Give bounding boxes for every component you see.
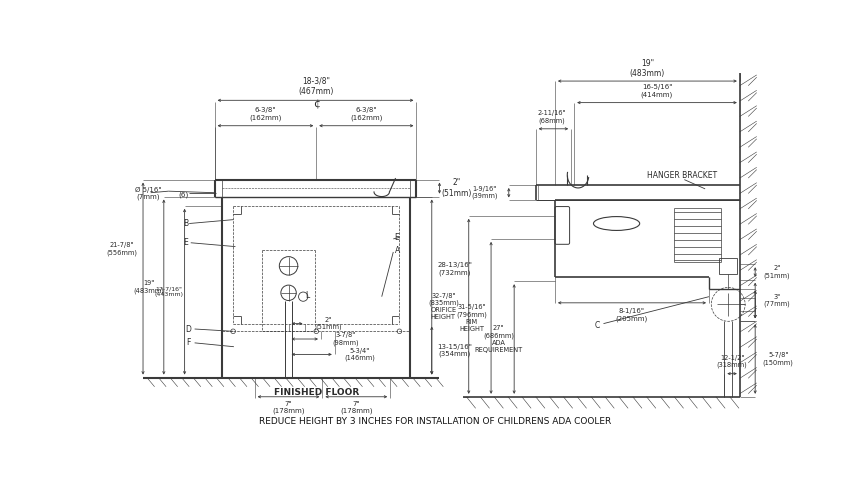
Text: HANGER BRACKET: HANGER BRACKET <box>648 170 717 180</box>
Text: 21-7/8"
(556mm): 21-7/8" (556mm) <box>107 242 138 256</box>
Text: 17-7/16"
(443mm): 17-7/16" (443mm) <box>155 286 184 297</box>
Text: 19"
(483mm): 19" (483mm) <box>630 59 665 78</box>
Text: L: L <box>305 291 309 299</box>
Text: 12-1/2"
(318mm): 12-1/2" (318mm) <box>717 355 747 368</box>
Text: Ø 5/16"
(7mm): Ø 5/16" (7mm) <box>135 186 162 200</box>
Text: 13-15/16"
(354mm): 13-15/16" (354mm) <box>438 344 473 357</box>
Bar <box>719 258 738 273</box>
Text: 5-7/8"
(150mm): 5-7/8" (150mm) <box>762 352 794 366</box>
Text: FINISHED FLOOR: FINISHED FLOOR <box>274 388 359 398</box>
Text: E: E <box>183 238 188 247</box>
Text: ¢: ¢ <box>313 99 320 109</box>
Text: A: A <box>394 246 400 255</box>
Text: 2-11/16"
(68mm): 2-11/16" (68mm) <box>537 111 566 124</box>
Text: E: E <box>394 233 400 242</box>
Text: 7"
(178mm): 7" (178mm) <box>272 401 305 414</box>
Text: 5-3/4"
(146mm): 5-3/4" (146mm) <box>344 348 375 361</box>
Text: D: D <box>185 325 191 333</box>
Text: 1-9/16"
(39mm): 1-9/16" (39mm) <box>471 186 497 199</box>
Text: 6-3/8"
(162mm): 6-3/8" (162mm) <box>350 107 382 121</box>
Text: 31-5/16"
(796mm)
RIM
HEIGHT: 31-5/16" (796mm) RIM HEIGHT <box>456 304 487 332</box>
Text: 32-7/8"
(835mm)
ORIFICE
HEIGHT: 32-7/8" (835mm) ORIFICE HEIGHT <box>428 293 459 320</box>
Text: 2"
(51mm): 2" (51mm) <box>315 317 342 330</box>
Text: 19"
(483mm): 19" (483mm) <box>133 280 164 294</box>
Text: 28-13/16"
(732mm): 28-13/16" (732mm) <box>438 262 473 276</box>
Text: REDUCE HEIGHT BY 3 INCHES FOR INSTALLATION OF CHILDRENS ADA COOLER: REDUCE HEIGHT BY 3 INCHES FOR INSTALLATI… <box>259 417 612 426</box>
Text: 3-7/8"
(98mm): 3-7/8" (98mm) <box>332 332 359 346</box>
Text: 2"
(51mm): 2" (51mm) <box>441 178 472 198</box>
Text: 8-1/16"
(205mm): 8-1/16" (205mm) <box>616 308 648 322</box>
Text: 18-3/8"
(467mm): 18-3/8" (467mm) <box>298 77 334 96</box>
Text: 3"
(77mm): 3" (77mm) <box>763 294 791 307</box>
Text: F: F <box>186 339 190 347</box>
Text: (6): (6) <box>178 192 188 198</box>
Text: B: B <box>183 219 188 228</box>
Text: 7"
(178mm): 7" (178mm) <box>340 401 372 414</box>
Text: 6-3/8"
(162mm): 6-3/8" (162mm) <box>249 107 281 121</box>
Text: 27"
(686mm)
ADA
REQUIREMENT: 27" (686mm) ADA REQUIREMENT <box>474 325 523 353</box>
Text: C: C <box>595 321 600 330</box>
Text: 16-5/16"
(414mm): 16-5/16" (414mm) <box>641 85 673 98</box>
Text: 2"
(51mm): 2" (51mm) <box>763 265 790 279</box>
